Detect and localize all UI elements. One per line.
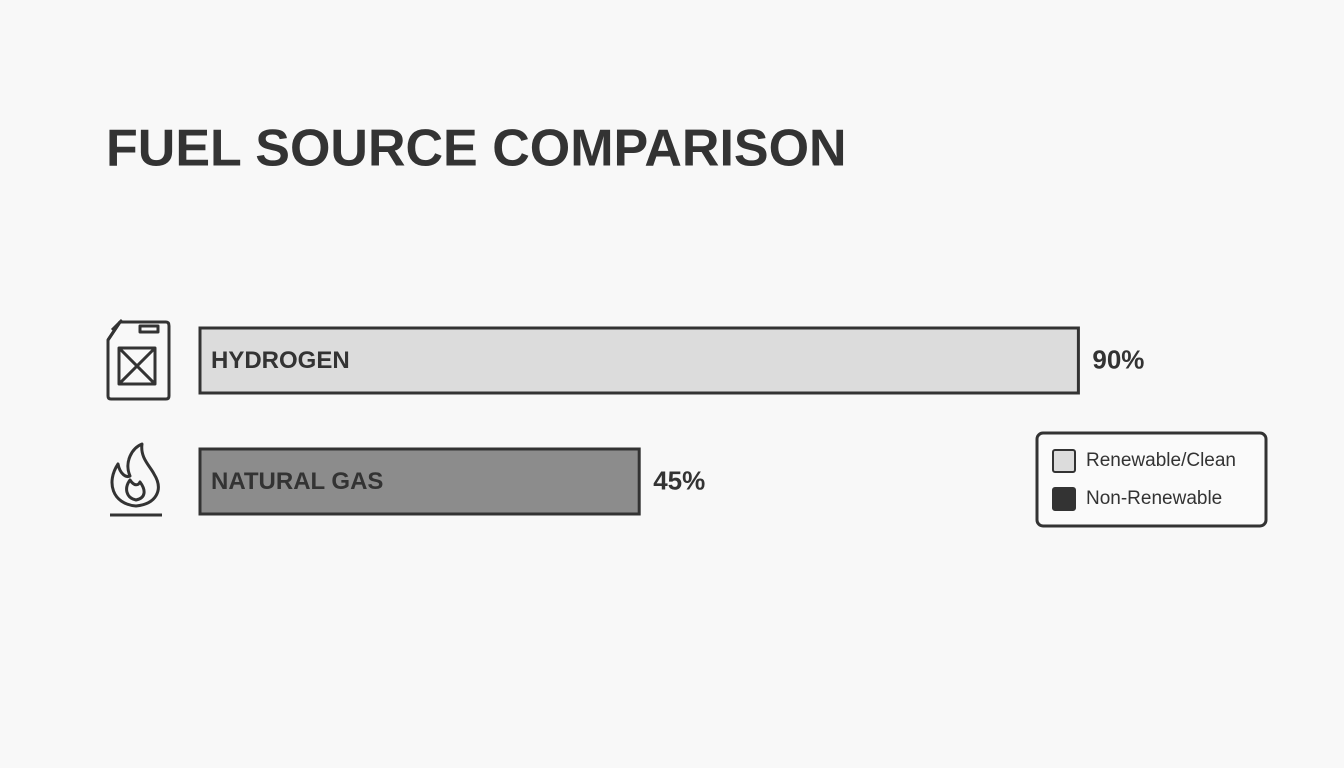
value-label: 45%	[653, 465, 705, 495]
legend-swatch	[1052, 449, 1076, 473]
value-label: 90%	[1092, 344, 1144, 374]
bar	[198, 447, 641, 516]
legend	[1035, 431, 1268, 528]
legend-swatch	[1052, 487, 1076, 511]
category-label: NATURAL GAS	[211, 468, 383, 495]
legend-box	[1035, 431, 1268, 528]
category-label: HYDROGEN	[211, 347, 350, 374]
legend-label: Renewable/Clean	[1086, 450, 1236, 471]
chart-title: FUEL SOURCE COMPARISON	[106, 120, 847, 178]
legend-label: Non-Renewable	[1086, 488, 1222, 509]
natural-gas-icon	[110, 442, 162, 517]
bar	[198, 326, 1080, 395]
hydrogen-icon	[106, 318, 171, 401]
